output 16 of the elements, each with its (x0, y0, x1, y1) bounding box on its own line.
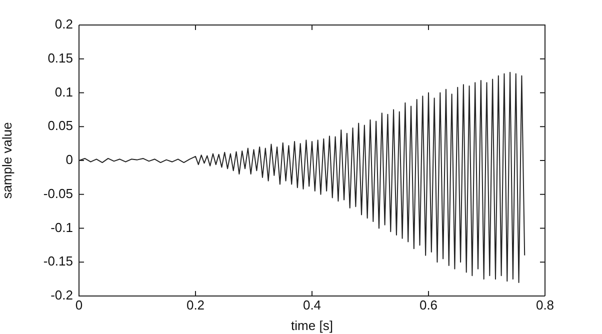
y-tick-label: 0.1 (54, 84, 73, 100)
x-axis-title: time [s] (291, 318, 333, 333)
y-tick-label: -0.1 (50, 220, 73, 235)
y-tick-label: 0.05 (48, 118, 73, 134)
x-tick-label: 0.6 (419, 297, 438, 312)
y-tick-label: 0.15 (48, 50, 73, 66)
y-tick-label: 0.2 (54, 16, 73, 32)
y-tick-label: -0.05 (43, 186, 73, 201)
y-tick-label: -0.15 (43, 254, 73, 269)
y-tick-label: -0.2 (50, 288, 73, 303)
y-tick-label: 0 (66, 152, 73, 168)
y-axis-title: sample value (0, 122, 14, 199)
x-tick-label: 0.4 (302, 297, 322, 312)
x-tick-label: 0.8 (536, 297, 554, 312)
x-tick-label: 0 (75, 297, 83, 312)
x-tick-label: 0.2 (186, 297, 205, 312)
